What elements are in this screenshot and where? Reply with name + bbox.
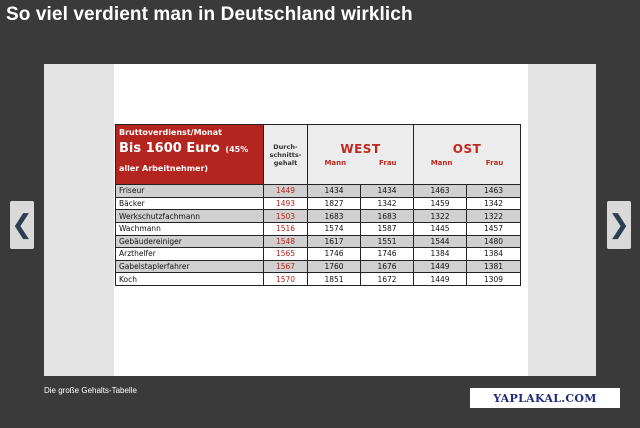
west-frau-cell: 1434 <box>359 184 415 198</box>
ost-frau-cell: 1309 <box>466 272 522 286</box>
job-cell: Bäcker <box>115 196 264 211</box>
avg-salary-cell: 1570 <box>263 272 308 286</box>
avg-salary-cell: 1449 <box>263 184 308 198</box>
west-mann-cell: 1746 <box>307 247 361 261</box>
table-row: Wachmann 1516 1574 1587 1445 1457 <box>115 221 522 236</box>
job-cell: Gabelstaplerfahrer <box>115 259 264 274</box>
job-cell: Friseur <box>115 184 264 198</box>
ost-frau-cell: 1384 <box>466 247 522 261</box>
west-frau-cell: 1672 <box>359 272 415 286</box>
salary-table: Bruttoverdienst/Monat Bis 1600 Euro (45%… <box>115 124 522 286</box>
prev-slide-button[interactable]: ❮ <box>10 201 34 249</box>
ost-header: OST Mann Frau <box>413 124 522 185</box>
ost-mann-cell: 1445 <box>413 221 468 236</box>
table-row: Arzthelfer 1565 1746 1746 1384 1384 <box>115 247 522 261</box>
west-mann-cell: 1760 <box>307 259 361 274</box>
watermark-logo: YAPLAKAL.COM <box>470 388 620 408</box>
ost-mann-cell: 1459 <box>413 196 468 211</box>
avg-salary-cell: 1548 <box>263 234 308 249</box>
table-row: Werkschutzfachmann 1503 1683 1683 1322 1322 <box>115 209 522 223</box>
ost-frau-cell: 1322 <box>466 209 522 223</box>
table-row: Friseur 1449 1434 1434 1463 1463 <box>115 184 522 198</box>
west-header: WEST Mann Frau <box>306 124 415 185</box>
job-cell: Wachmann <box>115 221 264 236</box>
ost-mann-cell: 1449 <box>413 259 468 274</box>
west-frau-cell: 1683 <box>359 209 415 223</box>
table-row: Bäcker 1493 1827 1342 1459 1342 <box>115 196 522 211</box>
ost-frau-cell: 1480 <box>466 234 522 249</box>
avg-salary-cell: 1565 <box>263 247 308 261</box>
west-frau-cell: 1551 <box>359 234 415 249</box>
west-mann-cell: 1617 <box>307 234 361 249</box>
west-frau-cell: 1342 <box>359 196 415 211</box>
next-slide-button[interactable]: ❯ <box>607 201 631 249</box>
page-title: So viel verdient man in Deutschland wirk… <box>6 4 413 25</box>
avg-salary-cell: 1567 <box>263 259 308 274</box>
chevron-right-icon: ❯ <box>608 210 630 240</box>
job-cell: Arzthelfer <box>115 247 264 261</box>
west-frau-cell: 1587 <box>359 221 415 236</box>
chevron-left-icon: ❮ <box>11 210 33 240</box>
table-row: Gebäudereiniger 1548 1617 1551 1544 1480 <box>115 234 522 249</box>
west-mann-cell: 1683 <box>307 209 361 223</box>
west-mann-cell: 1827 <box>307 196 361 211</box>
west-frau-cell: 1676 <box>359 259 415 274</box>
image-caption: Die große Gehalts-Tabelle <box>44 386 137 395</box>
ost-mann-cell: 1384 <box>413 247 468 261</box>
table-header-title: Bruttoverdienst/Monat Bis 1600 Euro (45%… <box>115 124 264 185</box>
ost-mann-cell: 1463 <box>413 184 468 198</box>
avg-salary-cell: 1503 <box>263 209 308 223</box>
avg-salary-cell: 1516 <box>263 221 308 236</box>
west-frau-cell: 1746 <box>359 247 415 261</box>
avg-salary-cell: 1493 <box>263 196 308 211</box>
west-mann-cell: 1574 <box>307 221 361 236</box>
job-cell: Werkschutzfachmann <box>115 209 264 223</box>
ost-frau-cell: 1463 <box>466 184 522 198</box>
ost-frau-cell: 1342 <box>466 196 522 211</box>
job-cell: Gebäudereiniger <box>115 234 264 249</box>
ost-frau-cell: 1381 <box>466 259 522 274</box>
job-cell: Koch <box>115 272 264 286</box>
ost-mann-cell: 1449 <box>413 272 468 286</box>
avg-salary-header: Durch-schnitts-gehalt <box>263 124 308 185</box>
ost-mann-cell: 1544 <box>413 234 468 249</box>
table-row: Koch 1570 1851 1672 1449 1309 <box>115 272 522 286</box>
table-row: Gabelstaplerfahrer 1567 1760 1676 1449 1381 <box>115 259 522 274</box>
west-mann-cell: 1851 <box>307 272 361 286</box>
ost-mann-cell: 1322 <box>413 209 468 223</box>
west-mann-cell: 1434 <box>307 184 361 198</box>
ost-frau-cell: 1457 <box>466 221 522 236</box>
